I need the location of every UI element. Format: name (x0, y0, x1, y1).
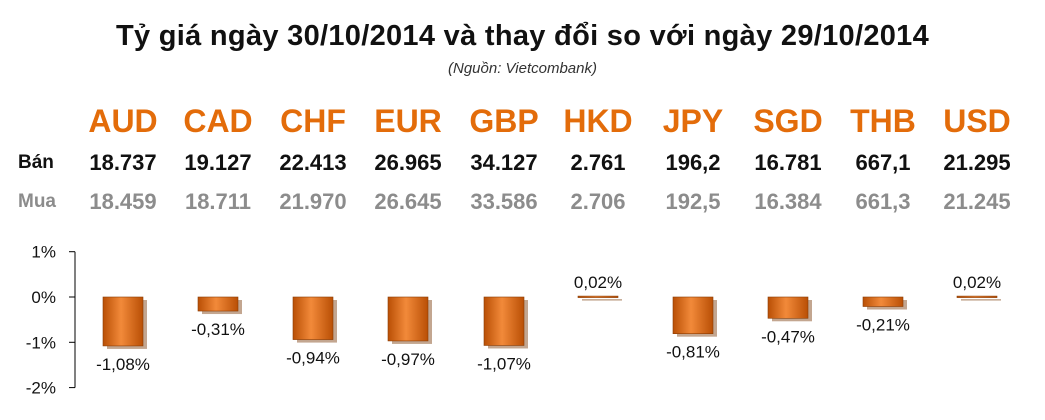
bar (102, 296, 144, 347)
buy-rate: 16.384 (754, 189, 822, 214)
sell-rate: 21.295 (943, 150, 1011, 175)
currency-code: USD (943, 103, 1011, 139)
currency-code: CAD (183, 103, 253, 139)
currency-code: SGD (753, 103, 823, 139)
currency-code: THB (850, 103, 916, 139)
sell-rate: 2.761 (570, 150, 626, 175)
sell-rate: 196,2 (665, 150, 721, 175)
y-tick-label: 1% (31, 243, 56, 262)
bar (387, 296, 429, 342)
y-tick-label: -1% (26, 333, 56, 352)
data-label: -0,94% (286, 349, 340, 368)
sell-rate: 18.737 (89, 150, 157, 175)
buy-rate: 18.459 (89, 189, 157, 214)
buy-rate: 18.711 (184, 189, 252, 214)
bar-shadow (961, 299, 1001, 301)
buy-rate: 21.970 (279, 189, 347, 214)
bar (577, 295, 619, 298)
buy-rate: 661,3 (855, 189, 911, 214)
y-tick-label: 0% (31, 288, 56, 307)
sell-rate: 22.413 (279, 150, 347, 175)
data-label: -0,47% (761, 327, 815, 346)
buy-rate: 192,5 (665, 189, 721, 214)
source-note: (Nguồn: Vietcombank) (448, 60, 597, 77)
data-label: 0,02% (574, 273, 622, 292)
currency-code: GBP (469, 103, 539, 139)
buy-row-label: Mua (18, 191, 56, 212)
data-label: -0,81% (666, 343, 720, 362)
data-label: -0,97% (381, 350, 435, 369)
buy-rate: 2.706 (570, 189, 626, 214)
currency-code: HKD (563, 103, 633, 139)
bar (767, 296, 809, 319)
exchange-rate-table: Bán Mua AUD 18.737 18.459 CAD 19.127 18.711 CH… (18, 103, 1011, 214)
data-label: -1,08% (96, 355, 150, 374)
bar (292, 296, 334, 340)
sell-rate: 34.127 (470, 150, 538, 175)
currency-code: JPY (662, 103, 724, 139)
bar (956, 295, 998, 298)
currency-code: EUR (374, 103, 442, 139)
buy-rate: 26.645 (374, 189, 442, 214)
buy-rate: 33.586 (470, 189, 538, 214)
sell-rate: 26.965 (374, 150, 442, 175)
currency-code: AUD (88, 103, 158, 139)
bar (197, 296, 239, 312)
chart-title: Tỷ giá ngày 30/10/2014 và thay đổi so vớ… (115, 20, 930, 52)
data-label: -0,21% (856, 316, 910, 335)
bar (862, 296, 904, 307)
sell-rate: 667,1 (855, 150, 911, 175)
currency-code: CHF (280, 103, 346, 139)
y-tick-label: -2% (26, 379, 56, 398)
buy-rate: 21.245 (943, 189, 1011, 214)
sell-rate: 16.781 (754, 150, 822, 175)
bar (483, 296, 525, 346)
sell-row-label: Bán (18, 152, 54, 173)
data-label: -1,07% (477, 354, 531, 373)
bar-shadow (582, 299, 622, 301)
bar (672, 296, 714, 334)
data-label: -0,31% (191, 320, 245, 339)
data-label: 0,02% (953, 273, 1001, 292)
sell-rate: 19.127 (184, 150, 252, 175)
